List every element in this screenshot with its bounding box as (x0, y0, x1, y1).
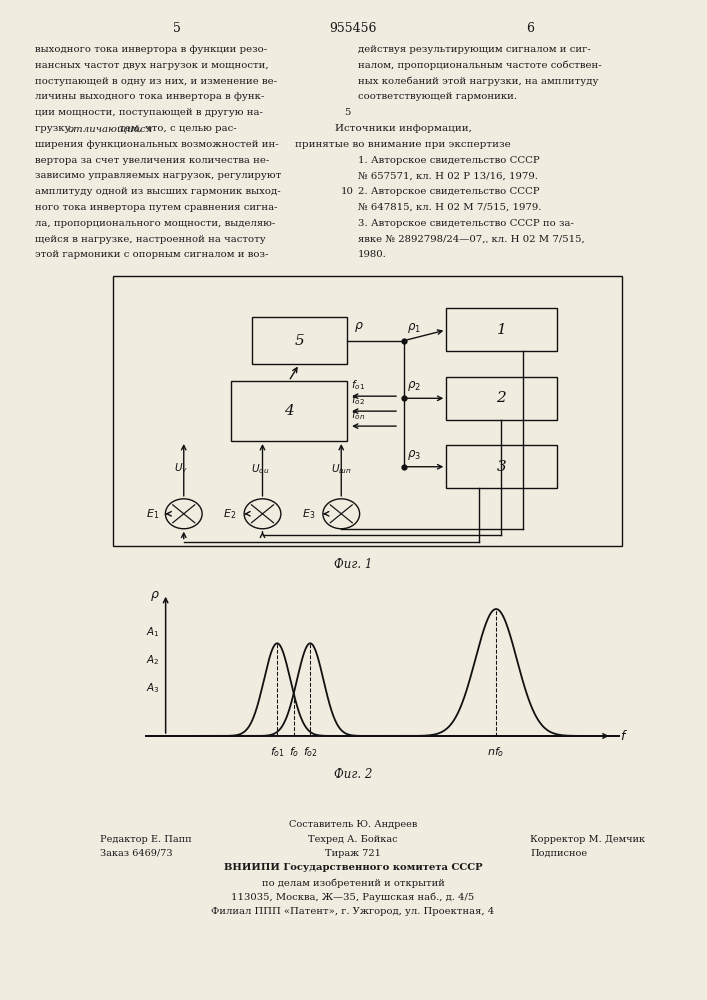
Text: щейся в нагрузке, настроенной на частоту: щейся в нагрузке, настроенной на частоту (35, 235, 266, 244)
Text: 4: 4 (284, 404, 293, 418)
Text: $\rho_2$: $\rho_2$ (407, 379, 421, 393)
Text: 1. Авторское свидетельство СССР: 1. Авторское свидетельство СССР (358, 156, 539, 165)
Text: отличающийся: отличающийся (67, 124, 153, 133)
Text: $A_1$: $A_1$ (146, 625, 160, 639)
Text: 5: 5 (173, 22, 181, 35)
Text: Фиг. 1: Фиг. 1 (334, 558, 372, 571)
Text: $U_{\gamma}$: $U_{\gamma}$ (174, 462, 188, 476)
Text: $\rho$: $\rho$ (150, 589, 160, 603)
Text: этой гармоники с опорным сигналом и воз-: этой гармоники с опорным сигналом и воз- (35, 250, 269, 259)
Text: $E_2$: $E_2$ (223, 507, 237, 521)
Text: грузку,: грузку, (35, 124, 77, 133)
Text: 3. Авторское свидетельство СССР по за-: 3. Авторское свидетельство СССР по за- (358, 219, 574, 228)
Text: по делам изобретений и открытий: по делам изобретений и открытий (262, 878, 445, 888)
Text: действуя результирующим сигналом и сиг-: действуя результирующим сигналом и сиг- (358, 45, 591, 54)
Text: Тираж 721: Тираж 721 (325, 849, 381, 858)
Text: 955456: 955456 (329, 22, 377, 35)
Text: 3: 3 (496, 460, 506, 474)
Text: $\rho$: $\rho$ (354, 320, 364, 334)
Text: 5: 5 (294, 334, 304, 348)
Text: Техред А. Бойкас: Техред А. Бойкас (308, 834, 398, 844)
Text: $U_{шп}$: $U_{шп}$ (331, 462, 351, 476)
Text: зависимо управляемых нагрузок, регулируют: зависимо управляемых нагрузок, регулирую… (35, 171, 281, 180)
Text: ширения функциональных возможностей ин-: ширения функциональных возможностей ин- (35, 140, 279, 149)
Text: $f_{on}$: $f_{on}$ (351, 408, 365, 422)
Text: вертора за счет увеличения количества не-: вертора за счет увеличения количества не… (35, 156, 269, 165)
Bar (446, 308, 556, 351)
Text: ного тока инвертора путем сравнения сигна-: ного тока инвертора путем сравнения сигн… (35, 203, 278, 212)
Text: $A_2$: $A_2$ (146, 653, 160, 667)
Text: нансных частот двух нагрузок и мощности,: нансных частот двух нагрузок и мощности, (35, 61, 269, 70)
Bar (446, 377, 556, 420)
Text: выходного тока инвертора в функции резо-: выходного тока инвертора в функции резо- (35, 45, 267, 54)
Text: $\rho_1$: $\rho_1$ (407, 321, 421, 335)
Text: $f$: $f$ (620, 729, 628, 743)
Bar (252, 317, 346, 364)
Text: личины выходного тока инвертора в функ-: личины выходного тока инвертора в функ- (35, 92, 264, 101)
Text: налом, пропорциональным частоте собствен-: налом, пропорциональным частоте собствен… (358, 61, 602, 70)
Text: $f_{o1}$: $f_{o1}$ (351, 378, 365, 392)
Text: $U_{ou}$: $U_{ou}$ (251, 462, 269, 476)
Text: соответствующей гармоники.: соответствующей гармоники. (358, 92, 517, 101)
Text: Заказ 6469/73: Заказ 6469/73 (100, 849, 173, 858)
Text: амплитуду одной из высших гармоник выход-: амплитуду одной из высших гармоник выход… (35, 187, 281, 196)
Text: поступающей в одну из них, и изменение ве-: поступающей в одну из них, и изменение в… (35, 77, 277, 86)
Text: № 647815, кл. Н 02 М 7/515, 1979.: № 647815, кл. Н 02 М 7/515, 1979. (358, 203, 542, 212)
Text: 5: 5 (344, 108, 350, 117)
Text: тем, что, с целью рас-: тем, что, с целью рас- (116, 124, 237, 133)
Text: $E_1$: $E_1$ (146, 507, 159, 521)
Text: $A_3$: $A_3$ (146, 681, 160, 695)
Text: ции мощности, поступающей в другую на-: ции мощности, поступающей в другую на- (35, 108, 263, 117)
Text: 2. Авторское свидетельство СССР: 2. Авторское свидетельство СССР (358, 187, 539, 196)
Text: принятые во внимание при экспертизе: принятые во внимание при экспертизе (295, 140, 511, 149)
Text: 10: 10 (341, 187, 354, 196)
Text: Подписное: Подписное (530, 849, 587, 858)
Text: ла, пропорционального мощности, выделяю-: ла, пропорционального мощности, выделяю- (35, 219, 275, 228)
Text: $f_o$: $f_o$ (288, 745, 299, 759)
Text: 6: 6 (526, 22, 534, 35)
Text: $\rho_3$: $\rho_3$ (407, 448, 421, 462)
Text: Составитель Ю. Андреев: Составитель Ю. Андреев (289, 820, 417, 829)
Text: 1: 1 (496, 323, 506, 337)
Text: № 657571, кл. Н 02 Р 13/16, 1979.: № 657571, кл. Н 02 Р 13/16, 1979. (358, 171, 538, 180)
Text: Филиал ППП «Патент», г. Ужгород, ул. Проектная, 4: Филиал ППП «Патент», г. Ужгород, ул. Про… (211, 907, 495, 916)
Bar (446, 445, 556, 488)
Text: 113035, Москва, Ж—35, Раушская наб., д. 4/5: 113035, Москва, Ж—35, Раушская наб., д. … (231, 892, 474, 902)
Text: $f_{o1}$: $f_{o1}$ (269, 745, 285, 759)
Text: Фиг. 2: Фиг. 2 (334, 768, 372, 781)
Text: $f_{o2}$: $f_{o2}$ (351, 393, 365, 407)
Text: 1980.: 1980. (358, 250, 387, 259)
Text: ных колебаний этой нагрузки, на амплитуду: ных колебаний этой нагрузки, на амплитуд… (358, 77, 599, 86)
Text: $f_{o2}$: $f_{o2}$ (303, 745, 317, 759)
Text: явке № 2892798/24—07,ˌ кл. Н 02 М 7/515,: явке № 2892798/24—07,ˌ кл. Н 02 М 7/515, (358, 235, 585, 244)
Text: Редактор Е. Папп: Редактор Е. Папп (100, 834, 192, 844)
Text: $nf_o$: $nf_o$ (487, 745, 505, 759)
Text: $E_3$: $E_3$ (302, 507, 315, 521)
Text: Корректор М. Демчик: Корректор М. Демчик (530, 834, 645, 844)
Text: 2: 2 (496, 391, 506, 405)
Text: ВНИИПИ Государственного комитета СССР: ВНИИПИ Государственного комитета СССР (223, 863, 482, 872)
Bar (231, 381, 346, 441)
Text: Источники информации,: Источники информации, (334, 124, 472, 133)
